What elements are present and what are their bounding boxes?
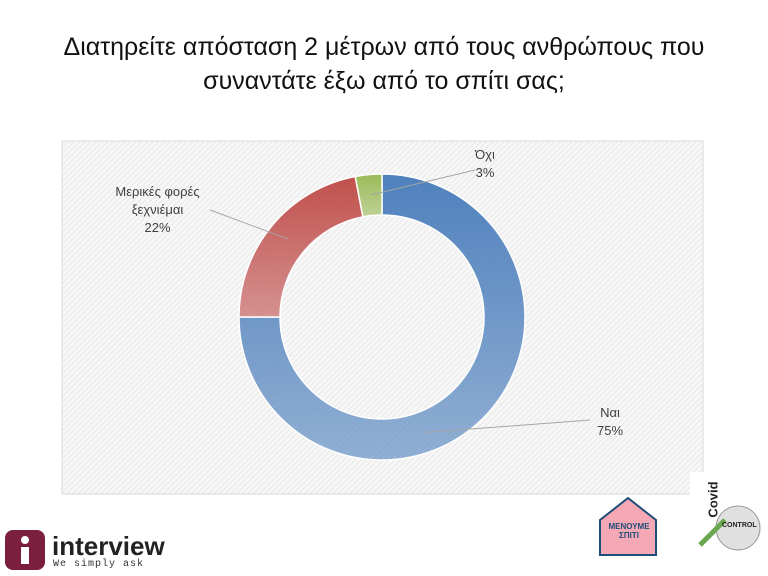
leader-line xyxy=(422,419,591,434)
data-label: Ναι 75% xyxy=(575,404,645,440)
value-label: 22% xyxy=(144,220,171,235)
logo-brand: interview xyxy=(52,531,165,561)
data-label: Όχι 3% xyxy=(455,146,515,182)
category-label: Μερικές φορές ξεχνιέμαι xyxy=(115,184,200,217)
chart-title: Διατηρείτε απόσταση 2 μέτρων από τους αν… xyxy=(63,33,705,95)
logo-house xyxy=(599,496,657,556)
donut-slice xyxy=(354,173,383,218)
logo-covid: Covid xyxy=(705,481,721,518)
leader-line xyxy=(370,169,476,196)
data-label: Μερικές φορές ξεχνιέμαι 22% xyxy=(95,183,220,237)
logo-icon xyxy=(21,536,29,544)
logo-control: CONTROL xyxy=(722,522,757,529)
logo-figure xyxy=(698,518,727,547)
logo-slogan: We simply ask xyxy=(53,559,145,570)
leader-line xyxy=(209,209,288,240)
logo-stay-home: ΜΕΝΟΥΜΕ ΣΠΙΤΙ xyxy=(608,522,650,540)
category-label: Όχι xyxy=(475,147,495,162)
donut-slice xyxy=(238,173,526,461)
logo-icon xyxy=(21,547,29,564)
value-label: 3% xyxy=(475,165,495,180)
value-label: 75% xyxy=(596,423,624,438)
category-label: Ναι xyxy=(600,405,620,420)
